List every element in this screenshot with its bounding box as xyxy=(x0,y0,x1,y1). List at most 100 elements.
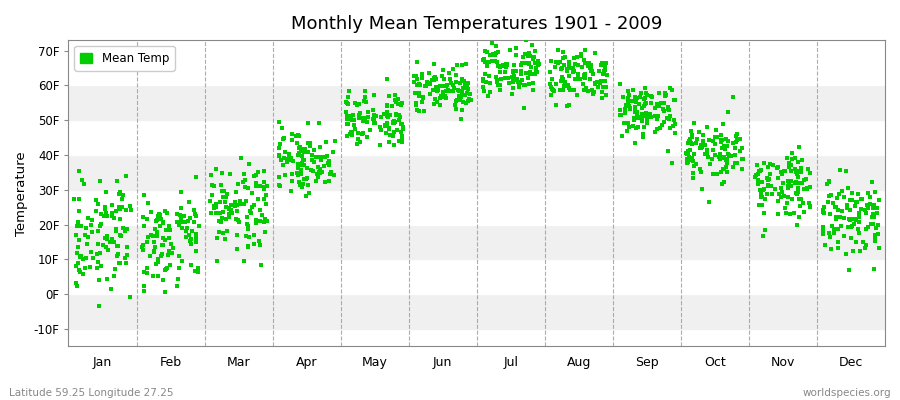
Point xyxy=(754,190,769,197)
Point xyxy=(668,121,682,127)
Point xyxy=(716,136,730,143)
Bar xyxy=(68,190,885,224)
Point xyxy=(715,181,729,187)
Point xyxy=(312,154,327,160)
Point xyxy=(161,235,176,242)
Point xyxy=(599,91,614,98)
Point xyxy=(84,249,98,255)
Point xyxy=(780,185,795,191)
Point xyxy=(190,269,204,276)
Point xyxy=(775,171,789,177)
Point xyxy=(386,120,400,126)
Point xyxy=(657,100,671,106)
Point xyxy=(529,67,544,74)
Point xyxy=(796,209,811,215)
Point xyxy=(282,157,296,164)
Point xyxy=(614,112,628,118)
Point xyxy=(530,58,544,64)
Point xyxy=(272,152,286,158)
Point xyxy=(650,126,664,132)
Point xyxy=(788,180,802,186)
Point xyxy=(352,101,366,107)
Point xyxy=(108,266,122,272)
Point xyxy=(510,75,525,82)
Point xyxy=(360,133,374,140)
Point xyxy=(313,166,328,172)
Point xyxy=(822,178,836,184)
Point xyxy=(635,118,650,124)
Point xyxy=(387,129,401,135)
Point xyxy=(431,83,446,90)
Point xyxy=(783,178,797,184)
Point xyxy=(558,54,572,60)
Point xyxy=(110,253,124,259)
Point xyxy=(781,178,796,184)
Point xyxy=(640,116,654,122)
Point xyxy=(578,74,592,81)
Point xyxy=(210,258,224,264)
Point xyxy=(137,192,151,198)
Point xyxy=(518,50,532,57)
Point xyxy=(865,214,879,220)
Point xyxy=(789,190,804,196)
Point xyxy=(461,86,475,92)
Point xyxy=(361,109,375,116)
Point xyxy=(305,152,320,158)
Point xyxy=(566,87,580,93)
Point xyxy=(730,131,744,138)
Point xyxy=(554,73,569,80)
Point xyxy=(392,96,406,102)
Point xyxy=(508,52,523,58)
Point xyxy=(635,115,650,122)
Point xyxy=(796,177,811,184)
Point xyxy=(358,94,373,100)
Point xyxy=(484,40,499,46)
Point xyxy=(69,282,84,289)
Point xyxy=(717,143,732,149)
Point xyxy=(416,94,430,100)
Point xyxy=(392,100,406,107)
Point xyxy=(579,71,593,77)
Point xyxy=(437,82,452,89)
Point xyxy=(480,63,494,69)
Point xyxy=(374,114,388,120)
Point xyxy=(583,68,598,74)
Point xyxy=(713,152,727,158)
Point xyxy=(361,114,375,120)
Point xyxy=(389,99,403,106)
Point xyxy=(684,141,698,147)
Point xyxy=(637,96,652,102)
Point xyxy=(80,234,94,240)
Point xyxy=(848,202,862,209)
Point xyxy=(860,210,874,217)
Point xyxy=(352,114,366,121)
Point xyxy=(630,94,644,101)
Point xyxy=(395,123,410,130)
Point xyxy=(500,75,515,82)
Point xyxy=(544,84,558,90)
Point xyxy=(824,192,838,198)
Point xyxy=(218,235,232,242)
Point xyxy=(622,103,636,109)
Point xyxy=(314,156,328,162)
Point xyxy=(730,159,744,166)
Point xyxy=(242,161,256,168)
Point xyxy=(247,202,261,208)
Point xyxy=(754,194,769,200)
Point xyxy=(720,160,734,166)
Point xyxy=(712,154,726,160)
Point xyxy=(160,210,175,216)
Point xyxy=(527,60,542,66)
Point xyxy=(111,250,125,257)
Point xyxy=(499,61,513,68)
Point xyxy=(781,180,796,186)
Point xyxy=(322,162,337,168)
Point xyxy=(689,140,704,146)
Point xyxy=(765,191,779,197)
Point xyxy=(558,78,572,85)
Point xyxy=(668,130,682,136)
Point xyxy=(149,231,164,237)
Point xyxy=(832,214,847,220)
Point xyxy=(140,216,154,222)
Point xyxy=(339,99,354,105)
